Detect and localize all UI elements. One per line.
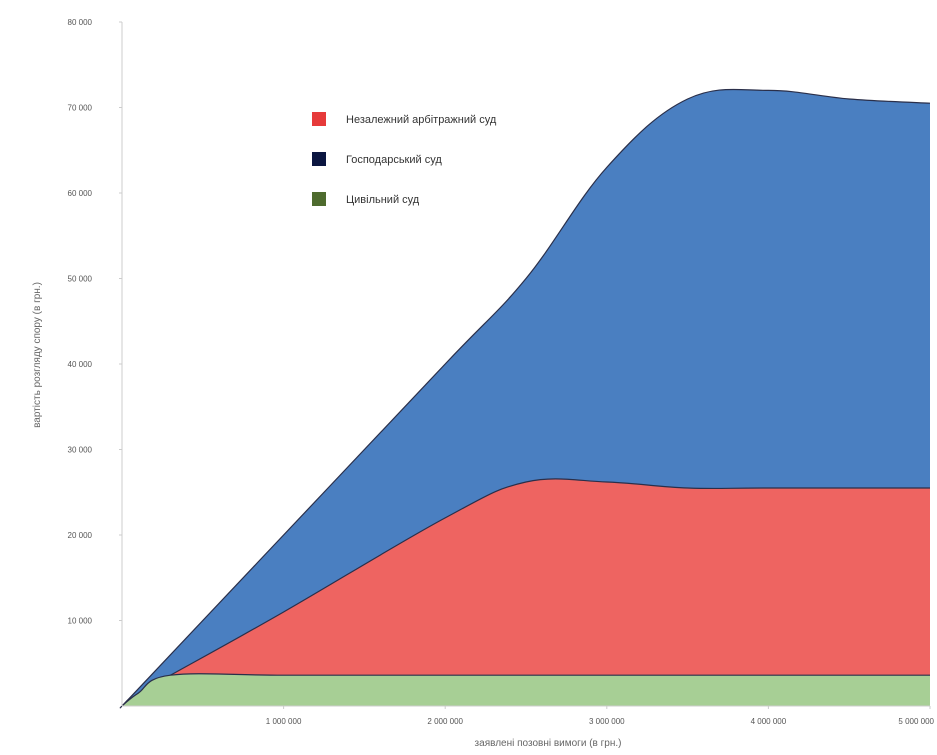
area-series-1 xyxy=(122,478,930,706)
y-tick-label: 30 000 xyxy=(68,446,93,455)
y-tick-label: 70 000 xyxy=(68,104,93,113)
series-line-0 xyxy=(119,88,931,709)
area-series-2 xyxy=(122,673,930,706)
legend-label: Господарський суд xyxy=(346,154,442,166)
x-axis-title: заявлені позовні вимоги (в грн.) xyxy=(475,738,622,749)
x-tick-label: 1 000 000 xyxy=(266,717,302,726)
series-line-2 xyxy=(121,673,930,707)
legend-label: Цивільний суд xyxy=(346,194,420,206)
legend-swatch xyxy=(312,112,326,126)
legend-label: Незалежний арбітражний суд xyxy=(346,114,497,126)
legend-swatch xyxy=(312,152,326,166)
y-tick-label: 60 000 xyxy=(68,189,93,198)
x-axis-ticks: 1 000 000 2 000 000 3 000 000 4 000 000 5 00… xyxy=(266,706,935,726)
x-tick-label: 2 000 000 xyxy=(427,717,463,726)
x-tick-label: 5 000 000 xyxy=(898,717,934,726)
y-tick-label: 40 000 xyxy=(68,360,93,369)
x-tick-label: 4 000 000 xyxy=(751,717,787,726)
y-axis-title: вартість розгляду спору (в грн.) xyxy=(32,282,43,428)
y-tick-label: 20 000 xyxy=(68,531,93,540)
x-tick-label: 3 000 000 xyxy=(589,717,625,726)
legend: Незалежний арбітражний суд Господарський … xyxy=(312,112,497,206)
y-tick-label: 50 000 xyxy=(68,275,93,284)
y-tick-label: 80 000 xyxy=(68,18,93,27)
plot-areas xyxy=(119,88,931,709)
legend-swatch xyxy=(312,192,326,206)
y-tick-label: 10 000 xyxy=(68,617,93,626)
y-axis-ticks: 10 000 20 000 30 000 40 000 50 000 60 000 70 0… xyxy=(68,18,122,626)
